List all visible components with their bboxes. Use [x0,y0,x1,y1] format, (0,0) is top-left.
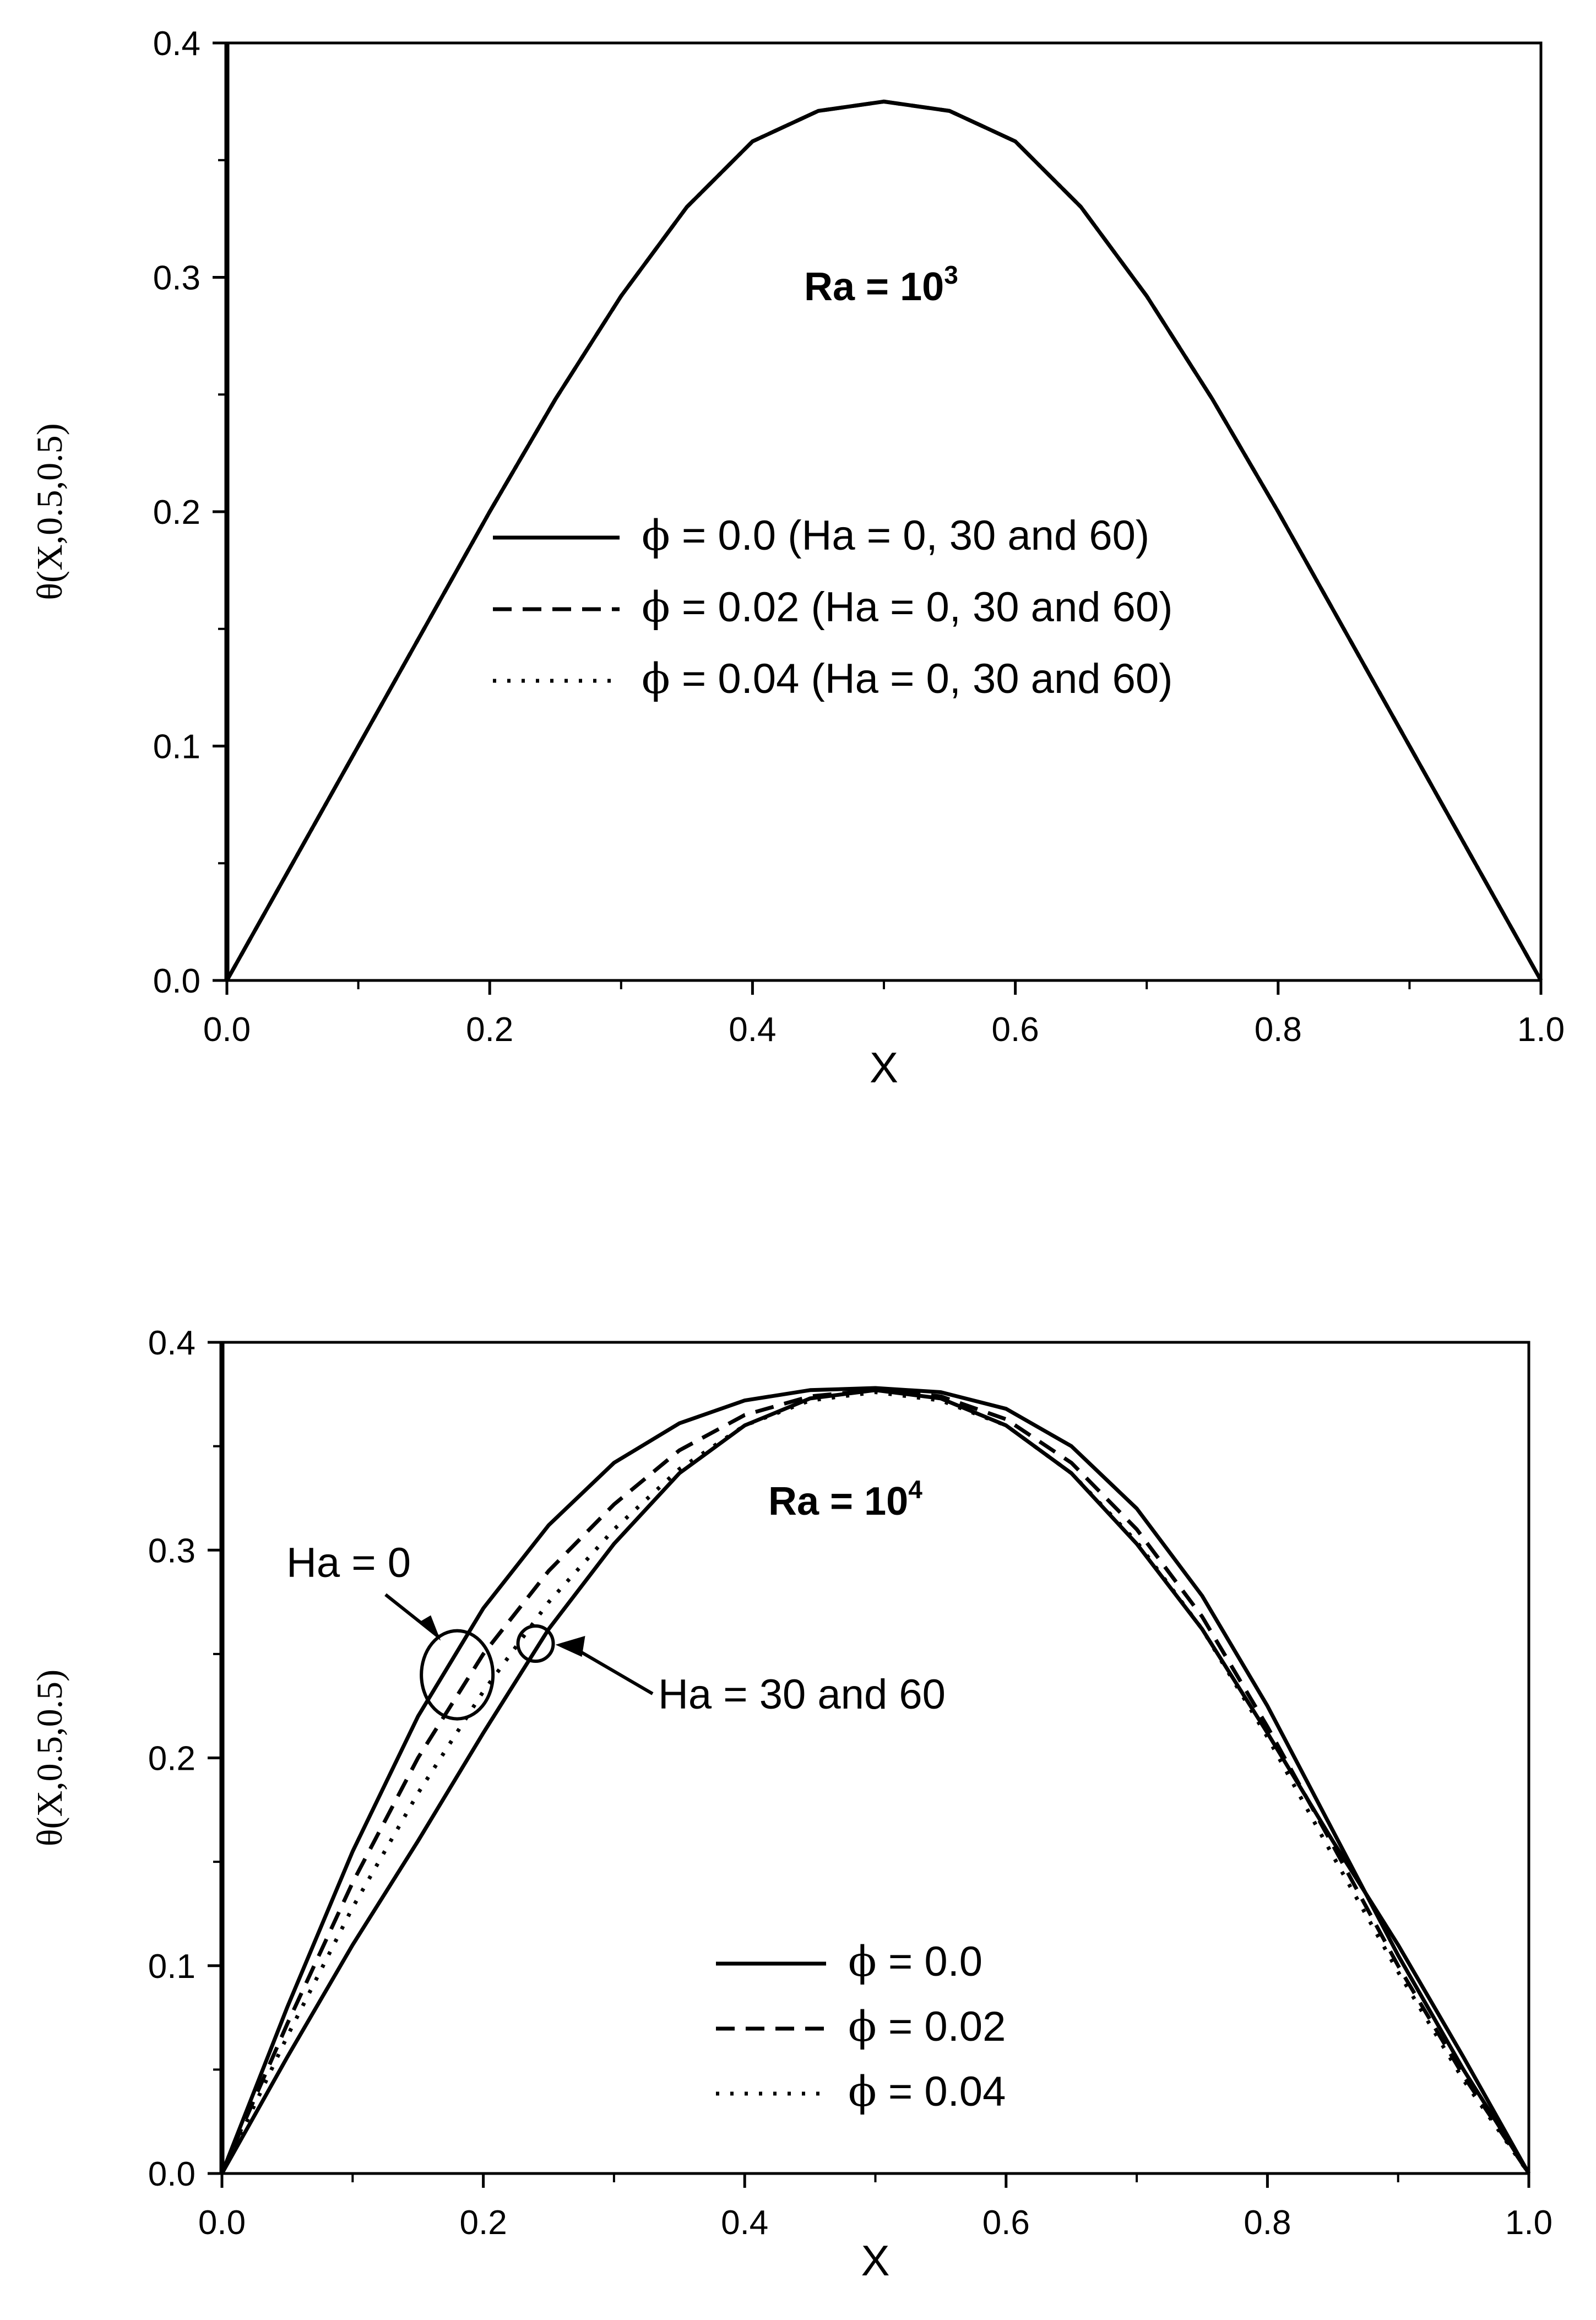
y-tick-label: 0.0 [148,2155,196,2193]
ha0-circle [420,1629,495,1721]
legend-phi-symbol: ϕ [848,1937,877,1986]
legend-label: ϕ = 0.02 [848,2002,1006,2051]
legend-phi-symbol: ϕ [642,654,670,703]
x-tick-label: 0.2 [459,2204,507,2242]
legend-label: ϕ = 0.0 (Ha = 0, 30 and 60) [642,511,1149,560]
y-tick-label: 0.3 [148,1532,196,1570]
y-tick-label: 0.3 [153,259,200,297]
legend-label: ϕ = 0.04 [848,2067,1006,2116]
legend-label: ϕ = 0.0 [848,1937,982,1986]
x-tick-label: 0.2 [466,1011,513,1049]
legend-phi-symbol: ϕ [848,2067,877,2116]
ha30-circle [516,1624,555,1663]
x-tick-label: 0.8 [1244,2204,1291,2242]
x-tick-label: 0.6 [982,2204,1030,2242]
ha0-label: Ha = 0 [286,1540,411,1586]
ra-annotation: Ra = 104 [768,1475,922,1524]
legend-phi-symbol: ϕ [848,2002,877,2051]
y-tick-label: 0.0 [153,962,200,1000]
series-line [220,1390,1530,2175]
series-line [220,1386,1530,2175]
ha0-arrow-head [419,1615,441,1641]
ha30-arrow-head [555,1636,585,1657]
x-tick-label: 0.6 [991,1011,1039,1049]
x-tick-label: 0.4 [721,2204,768,2242]
ha30-arrow-line [573,1646,654,1695]
chart-panel-1: 0.0 0.2 0.4 0.6 0.8 1.0 0.0 0.1 0.2 0.3 0.4 Xθ(X,0.… [30,25,1565,1092]
x-axis-title: X [861,2236,889,2285]
x-axis-title: X [870,1043,898,1092]
y-tick-label: 0.1 [148,1948,196,1986]
legend-phi-symbol: ϕ [642,511,670,560]
y-axis-title: θ(X,0.5,0.5) [30,1669,70,1846]
legend-label: ϕ = 0.04 (Ha = 0, 30 and 60) [642,654,1172,703]
legend-phi-symbol: ϕ [642,582,670,631]
ra-exponent: 4 [908,1475,922,1504]
x-tick-label: 1.0 [1505,2204,1552,2242]
x-tick-label: 0.4 [729,1011,776,1049]
series-line [225,99,1543,982]
x-tick-label: 0.0 [198,2204,246,2242]
y-tick-label: 0.2 [148,1740,196,1778]
x-tick-label: 0.0 [203,1011,251,1049]
ra-annotation: Ra = 103 [804,261,958,309]
y-tick-label: 0.4 [153,25,200,63]
series-line [220,1388,1531,2175]
legend-label: ϕ = 0.02 (Ha = 0, 30 and 60) [642,582,1172,631]
plot-frame [225,41,1543,982]
x-tick-label: 1.0 [1517,1011,1565,1049]
x-tick-label: 0.8 [1255,1011,1302,1049]
y-tick-label: 0.2 [153,494,200,532]
y-tick-label: 0.4 [148,1324,196,1362]
chart-panel-2: 0.0 0.2 0.4 0.6 0.8 1.0 0.0 0.1 0.2 0.3 0.4 Xθ(X,0.… [30,1324,1552,2285]
y-axis-title: θ(X,0.5,0.5) [30,423,70,600]
y-tick-label: 0.1 [153,728,200,766]
ha30-label: Ha = 30 and 60 [658,1671,946,1718]
ra-exponent: 3 [944,261,958,289]
